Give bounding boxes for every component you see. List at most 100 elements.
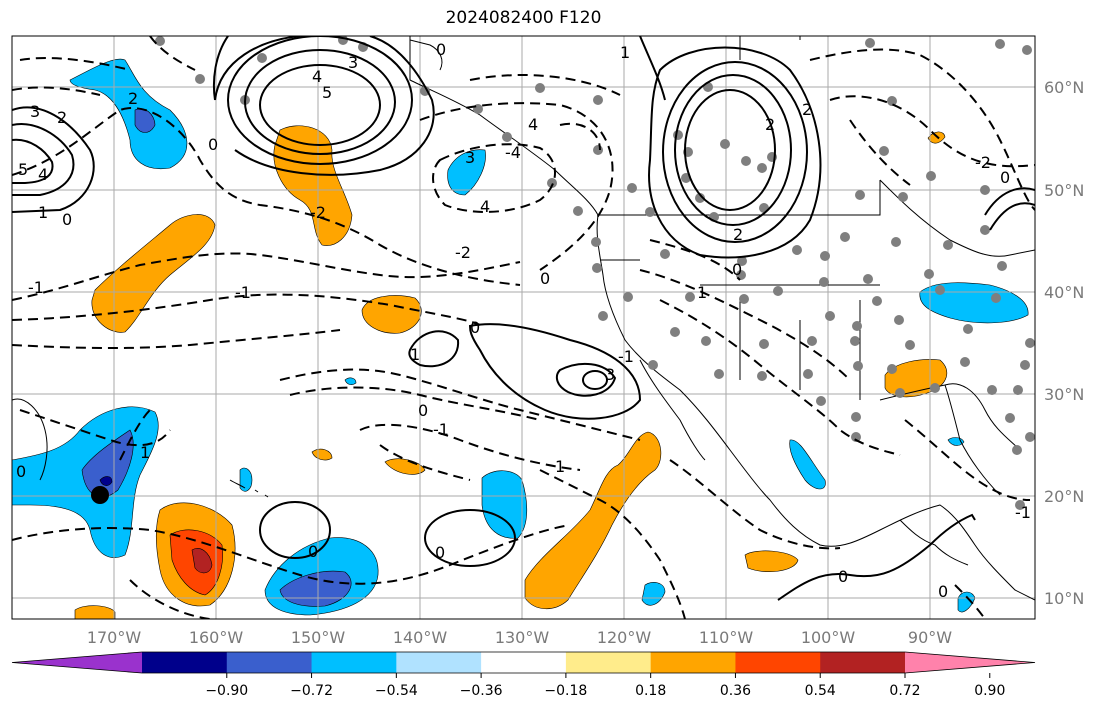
lon-label: 120°W — [597, 628, 652, 647]
storm-center-marker — [91, 486, 109, 504]
colorbar-segment — [565, 652, 652, 673]
longitude-labels: 170°W 160°W 150°W 140°W 130°W 120°W 110°… — [87, 628, 952, 647]
contour-label: 0 — [62, 210, 72, 229]
contour-label: 3 — [30, 102, 40, 121]
contour-label: 2 — [57, 108, 67, 127]
colorbar-tick-label: −0.54 — [375, 683, 418, 699]
contour-label: 5 — [18, 160, 28, 179]
lat-label: 30°N — [1044, 385, 1084, 404]
contour-label: 0 — [435, 543, 445, 562]
colorbar-outline — [11, 651, 1036, 674]
lon-label: 170°W — [87, 628, 142, 647]
negative-anomaly-region — [99, 476, 113, 486]
lat-label: 50°N — [1044, 181, 1084, 200]
colorbar-segment — [735, 652, 821, 673]
contour-label: 0 — [1000, 168, 1010, 187]
contour-label: 4 — [528, 115, 538, 134]
map-content: 3 4 5 2 1 0 2 3 5 4 -1 0 4 3 4 -2 -1 -4 … — [12, 36, 1035, 619]
lat-label: 20°N — [1044, 487, 1084, 506]
map-frame — [11, 35, 1036, 620]
dashed-contours — [12, 36, 1035, 619]
negative-anomaly-region — [947, 437, 965, 446]
colorbar-segment — [650, 652, 736, 673]
negative-anomaly-region — [447, 149, 486, 196]
lon-label: 110°W — [699, 628, 754, 647]
positive-anomaly-region — [91, 214, 216, 333]
colorbar-extend-min — [12, 652, 142, 673]
colorbar-segment — [396, 652, 482, 673]
contour-label: 0 — [436, 40, 446, 59]
contour-label: 1 — [555, 457, 565, 476]
colorbar-tick-label: −0.90 — [205, 683, 248, 699]
lat-label: 40°N — [1044, 283, 1084, 302]
contour-label: 0 — [308, 542, 318, 561]
lon-label: 90°W — [908, 628, 952, 647]
colorbar-tick-label: 0.90 — [974, 683, 1005, 699]
positive-anomaly-region — [524, 431, 662, 610]
contour-label: 2 — [802, 100, 812, 119]
positive-anomaly-region — [191, 548, 213, 574]
positive-anomaly-region — [311, 448, 333, 461]
contour-label: 3 — [605, 365, 615, 384]
lon-label: 140°W — [393, 628, 448, 647]
contour-label: 0 — [418, 401, 428, 420]
lon-label: 130°W — [495, 628, 550, 647]
negative-anomaly-region — [919, 282, 1029, 324]
colorbar-segment — [311, 652, 397, 673]
contour-label: 3 — [348, 53, 358, 72]
contour-label: 4 — [312, 67, 322, 86]
contour-label: 1 — [697, 283, 707, 302]
contour-label: 2 — [765, 115, 775, 134]
contour-label: -2 — [310, 203, 326, 222]
contour-label: -1 — [28, 278, 44, 297]
negative-anomaly-region — [789, 439, 826, 490]
contour-label: 1 — [140, 443, 150, 462]
contour-label: 3 — [465, 148, 475, 167]
contour-label: 4 — [38, 165, 48, 184]
colorbar-segment — [820, 652, 906, 673]
lat-label: 60°N — [1044, 78, 1084, 97]
contour-label-group: 3 4 5 2 1 0 2 3 5 4 -1 0 4 3 4 -2 -1 -4 … — [16, 40, 1031, 601]
contour-label: 5 — [322, 83, 332, 102]
positive-anomaly-region — [74, 605, 116, 619]
colorbar-tick-label: 0.72 — [889, 683, 920, 699]
contour-label: 0 — [938, 582, 948, 601]
colorbar-tick-label: −0.18 — [544, 683, 587, 699]
contour-label: -1 — [235, 283, 251, 302]
lon-label: 150°W — [291, 628, 346, 647]
contour-label: -4 — [505, 143, 521, 162]
contour-label: 0 — [470, 318, 480, 337]
contour-label: 4 — [480, 197, 490, 216]
contour-label: -2 — [455, 243, 471, 262]
positive-anomaly-region — [273, 125, 353, 246]
map-title: 2024082400 F120 — [445, 8, 602, 28]
contour-label: 0 — [838, 567, 848, 586]
contour-label: 2 — [128, 89, 138, 108]
colorbar-tick-label: −0.72 — [290, 683, 333, 699]
lon-label: 100°W — [801, 628, 856, 647]
contour-label: -1 — [1015, 503, 1031, 522]
colorbar-extend-max — [905, 652, 1035, 673]
latitude-labels: 60°N 50°N 40°N 30°N 20°N 10°N — [1044, 78, 1084, 608]
contour-label: -1 — [618, 347, 634, 366]
contour-label: 0 — [208, 135, 218, 154]
colorbar-tick-label: 0.18 — [635, 683, 666, 699]
negative-anomaly-region — [69, 58, 188, 170]
contour-label: 2 — [733, 225, 743, 244]
colorbar-segment — [226, 652, 313, 673]
negative-anomaly-region — [481, 470, 528, 539]
contour-label: 0 — [16, 462, 26, 481]
lat-label: 10°N — [1044, 589, 1084, 608]
colorbar-segment — [142, 652, 228, 673]
colorbar-tick-label: 0.36 — [720, 683, 751, 699]
negative-anomaly-region — [641, 582, 666, 606]
colorbar: −0.90 −0.72 −0.54 −0.36 −0.18 0.18 0.36 0.54 0.7… — [11, 651, 1036, 699]
colorbar-tick-label: −0.36 — [460, 683, 503, 699]
shaded-anomalies — [12, 58, 1029, 619]
positive-anomaly-region — [744, 550, 799, 573]
lon-label: 160°W — [189, 628, 244, 647]
colorbar-tick-label: 0.54 — [805, 683, 836, 699]
contour-label: 1 — [410, 345, 420, 364]
contour-label: 0 — [540, 269, 550, 288]
